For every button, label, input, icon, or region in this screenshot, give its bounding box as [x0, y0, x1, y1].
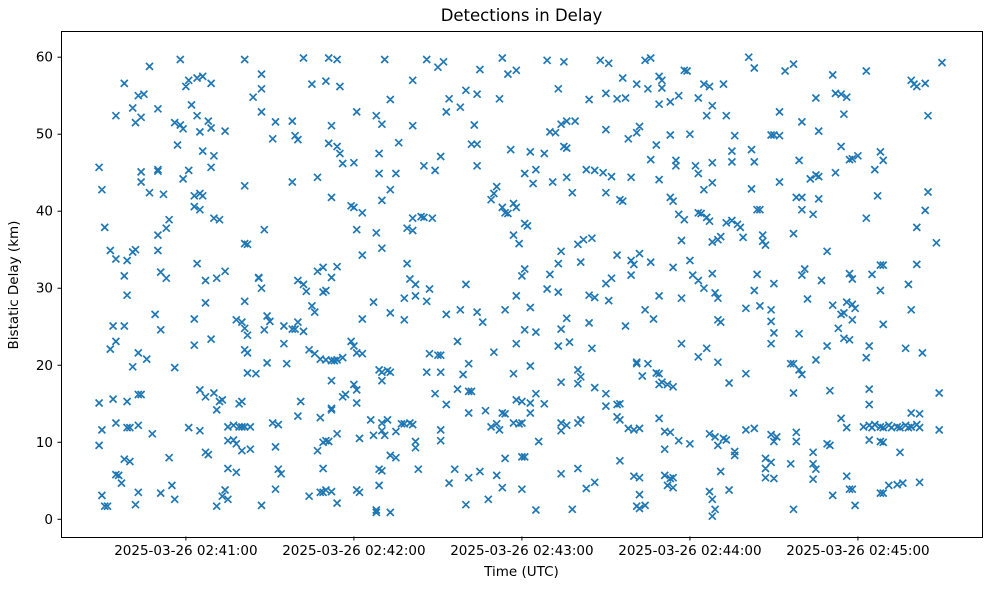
x-tick-label: 2025-03-26 02:45:00 — [786, 543, 929, 559]
y-tick-label: 40 — [36, 204, 53, 220]
y-tick-label: 30 — [36, 281, 53, 297]
y-tick-label: 0 — [44, 512, 53, 528]
x-axis-title: Time (UTC) — [484, 564, 559, 580]
axes-spines — [61, 31, 983, 538]
y-tick-label: 10 — [36, 435, 53, 451]
chart-title: Detections in Delay — [440, 6, 603, 25]
x-tick-label: 2025-03-26 02:41:00 — [114, 543, 257, 559]
x-tick-label: 2025-03-26 02:42:00 — [282, 543, 425, 559]
y-tick-label: 20 — [36, 358, 53, 374]
x-tick-label: 2025-03-26 02:44:00 — [618, 543, 761, 559]
y-tick-label: 60 — [36, 50, 53, 66]
y-tick-label: 50 — [36, 127, 53, 143]
scatter-points — [94, 53, 947, 521]
x-tick-label: 2025-03-26 02:43:00 — [450, 543, 593, 559]
